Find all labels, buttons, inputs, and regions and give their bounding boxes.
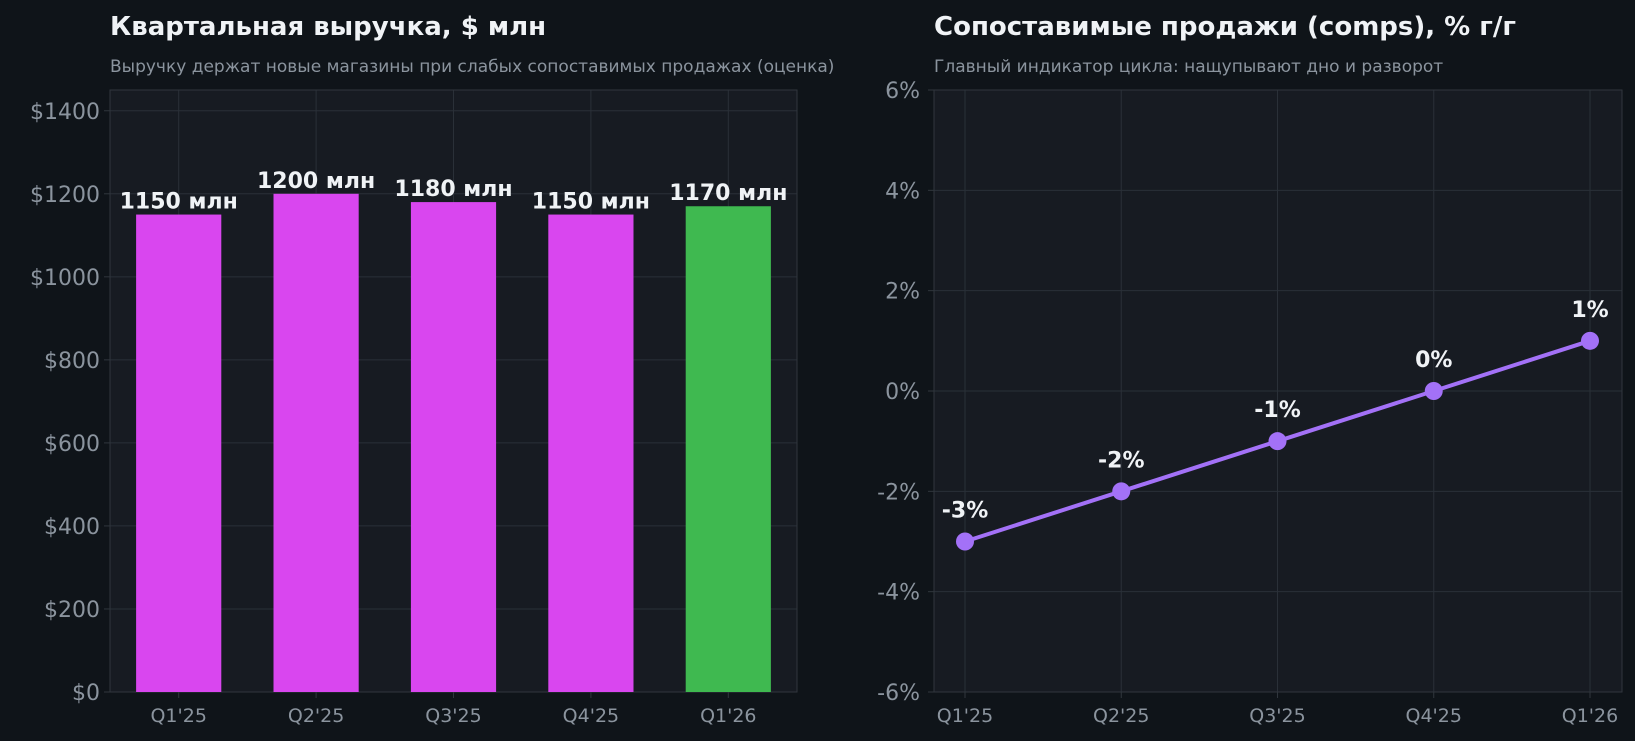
point-value-label: -2%	[1098, 448, 1144, 473]
bar-value-label: 1180 млн	[394, 177, 512, 202]
x-tick-label: Q4'25	[1406, 705, 1462, 727]
comps-chart-subtitle: Главный индикатор цикла: нащупывают дно …	[934, 57, 1443, 77]
y-tick-label: -6%	[877, 681, 920, 706]
data-point	[956, 532, 974, 551]
y-tick-label: 2%	[885, 280, 920, 305]
comps-chart-title: Сопоставимые продажи (comps), % г/г	[934, 12, 1516, 42]
y-tick-label: $400	[44, 515, 100, 540]
revenue-chart: Квартальная выручка, $ млн Выручку держа…	[30, 12, 834, 727]
x-tick-label: Q3'25	[1249, 705, 1305, 727]
y-tick-label: 4%	[885, 179, 920, 204]
x-tick-label: Q1'26	[1562, 705, 1618, 727]
y-tick-label: $200	[44, 598, 100, 623]
y-tick-label: $1400	[30, 100, 100, 125]
x-tick-label: Q2'25	[288, 705, 344, 727]
bar	[273, 193, 359, 693]
y-tick-label: $1200	[30, 183, 100, 208]
x-tick-label: Q1'25	[150, 705, 206, 727]
data-point	[1112, 482, 1131, 501]
point-value-label: -3%	[942, 499, 988, 524]
x-tick-label: Q2'25	[1093, 705, 1149, 727]
y-tick-label: -4%	[877, 581, 920, 606]
data-point	[1581, 331, 1599, 350]
bar-value-label: 1200 млн	[257, 169, 375, 194]
point-value-label: -1%	[1254, 398, 1300, 423]
x-tick-label: Q1'26	[700, 705, 756, 727]
comps-chart: Сопоставимые продажи (comps), % г/г Глав…	[877, 12, 1623, 727]
revenue-chart-title: Квартальная выручка, $ млн	[110, 12, 546, 42]
y-tick-label: $1000	[30, 266, 100, 291]
bar	[685, 206, 771, 692]
x-tick-label: Q3'25	[425, 705, 481, 727]
y-tick-label: 0%	[885, 380, 920, 405]
x-tick-label: Q1'25	[937, 705, 993, 727]
y-tick-label: -2%	[877, 480, 920, 505]
bar-value-label: 1150 млн	[532, 190, 650, 215]
x-tick-label: Q4'25	[563, 705, 619, 727]
point-value-label: 0%	[1415, 348, 1452, 373]
bar-value-label: 1170 млн	[669, 181, 787, 206]
bar	[136, 214, 222, 692]
point-value-label: 1%	[1571, 298, 1608, 323]
y-tick-label: $600	[44, 432, 100, 457]
bar-value-label: 1150 млн	[120, 190, 238, 215]
bar	[410, 202, 497, 692]
y-tick-label: 6%	[885, 79, 920, 104]
data-point	[1268, 432, 1287, 451]
bar	[548, 214, 634, 692]
y-tick-label: $0	[72, 681, 100, 706]
revenue-chart-subtitle: Выручку держат новые магазины при слабых…	[110, 57, 834, 77]
data-point	[1424, 382, 1443, 400]
y-tick-label: $800	[44, 349, 100, 374]
